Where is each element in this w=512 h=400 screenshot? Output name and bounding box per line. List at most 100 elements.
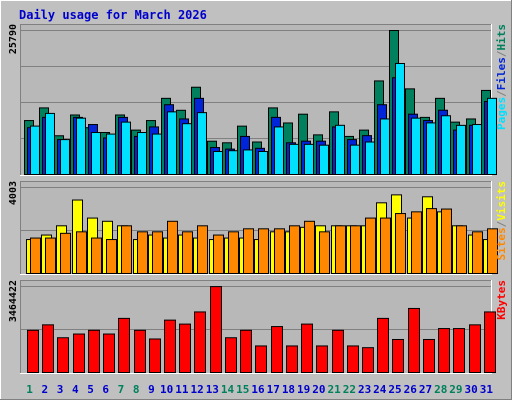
day-label-23: 23 bbox=[358, 383, 371, 396]
legend-entry: KBytes bbox=[495, 280, 508, 320]
bar-pages-14 bbox=[228, 150, 238, 175]
bar-sites-16 bbox=[258, 228, 269, 275]
day-label-26: 26 bbox=[404, 383, 418, 396]
bar-kbytes-19 bbox=[301, 323, 313, 373]
day-label-3: 3 bbox=[57, 383, 64, 396]
series-pages bbox=[30, 62, 497, 176]
bar-sites-8 bbox=[137, 231, 148, 274]
bar-sites-10 bbox=[167, 220, 178, 275]
y-max-label: 3464422 bbox=[8, 280, 19, 322]
bar-pages-28 bbox=[441, 115, 451, 176]
bar-pages-30 bbox=[472, 124, 482, 176]
day-label-30: 30 bbox=[465, 383, 478, 396]
day-label-18: 18 bbox=[282, 383, 295, 396]
bar-sites-22 bbox=[350, 225, 361, 274]
day-label-12: 12 bbox=[190, 383, 203, 396]
bar-sites-25 bbox=[395, 213, 406, 274]
bar-pages-10 bbox=[167, 111, 177, 175]
bar-kbytes-4 bbox=[73, 333, 85, 373]
bar-kbytes-16 bbox=[255, 345, 267, 373]
day-label-25: 25 bbox=[388, 383, 401, 396]
bar-kbytes-26 bbox=[408, 307, 420, 373]
day-label-20: 20 bbox=[312, 383, 325, 396]
bar-pages-21 bbox=[335, 124, 345, 175]
bar-sites-28 bbox=[441, 208, 452, 274]
day-label-28: 28 bbox=[434, 383, 447, 396]
bar-pages-4 bbox=[76, 117, 86, 176]
bar-pages-20 bbox=[319, 144, 329, 175]
day-label-2: 2 bbox=[42, 383, 49, 396]
bar-sites-13 bbox=[213, 234, 224, 274]
day-label-15: 15 bbox=[236, 383, 249, 396]
bar-kbytes-21 bbox=[332, 329, 344, 373]
bar-sites-30 bbox=[472, 231, 483, 274]
bar-sites-14 bbox=[228, 231, 239, 274]
bar-sites-12 bbox=[197, 225, 208, 274]
day-label-29: 29 bbox=[449, 383, 462, 396]
bar-pages-19 bbox=[304, 143, 314, 176]
day-label-31: 31 bbox=[480, 383, 494, 396]
bar-kbytes-31 bbox=[484, 311, 496, 374]
bar-sites-20 bbox=[319, 231, 330, 274]
bar-pages-31 bbox=[487, 97, 497, 175]
bar-kbytes-10 bbox=[164, 319, 176, 374]
bar-pages-26 bbox=[411, 117, 421, 176]
bar-kbytes-13 bbox=[210, 286, 222, 373]
bar-sites-4 bbox=[76, 231, 87, 274]
bar-sites-29 bbox=[456, 225, 467, 274]
bar-kbytes-24 bbox=[377, 317, 389, 373]
bar-pages-7 bbox=[121, 121, 131, 175]
bar-sites-26 bbox=[411, 211, 422, 275]
bar-sites-15 bbox=[243, 228, 254, 275]
bar-sites-24 bbox=[380, 217, 391, 274]
bar-sites-31 bbox=[487, 228, 498, 275]
bar-sites-2 bbox=[45, 237, 56, 275]
bar-kbytes-2 bbox=[42, 324, 54, 374]
panel-2: 4003 Sites/Visits bbox=[8, 181, 508, 275]
day-label-10: 10 bbox=[160, 383, 173, 396]
bar-sites-21 bbox=[335, 225, 346, 274]
bar-kbytes-12 bbox=[194, 311, 206, 374]
day-label-27: 27 bbox=[419, 383, 432, 396]
day-label-21: 21 bbox=[328, 383, 342, 396]
bar-kbytes-27 bbox=[423, 338, 435, 374]
day-label-11: 11 bbox=[175, 383, 189, 396]
y-max-label: 25790 bbox=[8, 24, 19, 54]
bar-pages-6 bbox=[106, 133, 116, 175]
bar-kbytes-3 bbox=[57, 337, 69, 374]
legend-entry: Sites bbox=[495, 227, 508, 260]
legend-entry: Hits bbox=[495, 24, 508, 51]
series-sites bbox=[30, 208, 498, 275]
bar-kbytes-22 bbox=[347, 345, 359, 373]
day-label-5: 5 bbox=[87, 383, 94, 396]
y-max-label: 4003 bbox=[8, 181, 19, 205]
bar-pages-3 bbox=[60, 139, 70, 175]
bar-sites-5 bbox=[91, 237, 102, 275]
bar-sites-6 bbox=[106, 239, 117, 275]
bar-sites-1 bbox=[30, 237, 41, 275]
legend-3: KBytes bbox=[495, 280, 508, 320]
bar-pages-25 bbox=[395, 62, 405, 175]
bar-pages-17 bbox=[274, 126, 284, 175]
bar-kbytes-6 bbox=[103, 333, 115, 373]
bar-pages-12 bbox=[197, 112, 207, 176]
bar-kbytes-15 bbox=[240, 329, 252, 373]
day-axis: 1 2 3 4 5 6 7 8 9 10 11 12 13 14 15 16 17 18 19 20 21 22 23 24 2… bbox=[26, 383, 493, 396]
day-label-9: 9 bbox=[148, 383, 155, 396]
day-label-1: 1 bbox=[26, 383, 33, 396]
legend-entry: / bbox=[495, 220, 508, 227]
day-label-22: 22 bbox=[343, 383, 356, 396]
bar-sites-17 bbox=[274, 228, 285, 275]
bar-pages-29 bbox=[456, 124, 466, 175]
chart-title: Daily usage for March 2026 bbox=[19, 8, 207, 22]
bar-kbytes-5 bbox=[88, 329, 100, 373]
bar-sites-7 bbox=[121, 225, 132, 274]
bar-sites-11 bbox=[182, 231, 193, 274]
bar-sites-3 bbox=[60, 232, 71, 275]
series-kbytes bbox=[27, 286, 496, 374]
day-label-19: 19 bbox=[297, 383, 310, 396]
bar-pages-22 bbox=[350, 144, 360, 175]
bar-sites-23 bbox=[365, 217, 376, 274]
